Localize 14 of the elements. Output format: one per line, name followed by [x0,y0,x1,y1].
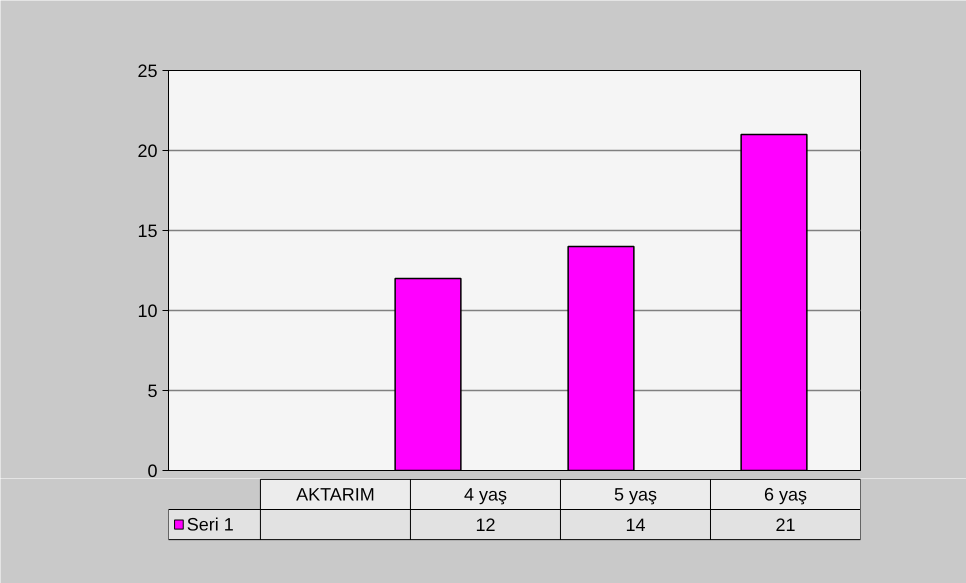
x-tick-label: 5 yaş [614,484,657,504]
legend-label: Seri 1 [186,514,234,535]
y-tick-label: 15 [137,221,158,241]
x-tick-label: AKTARIM [296,484,375,504]
y-tick-label: 20 [137,141,158,161]
y-tick-label: 5 [147,381,158,401]
x-tick-label: 6 yaş [764,484,808,504]
x-tick-label: 4 yaş [464,484,507,504]
y-tick-label: 25 [137,61,158,81]
data-label: 12 [475,515,496,536]
y-tick-label: 10 [137,301,158,321]
y-tick-label: 0 [147,461,158,481]
data-label: 14 [625,515,646,536]
data-label: 21 [775,515,796,536]
